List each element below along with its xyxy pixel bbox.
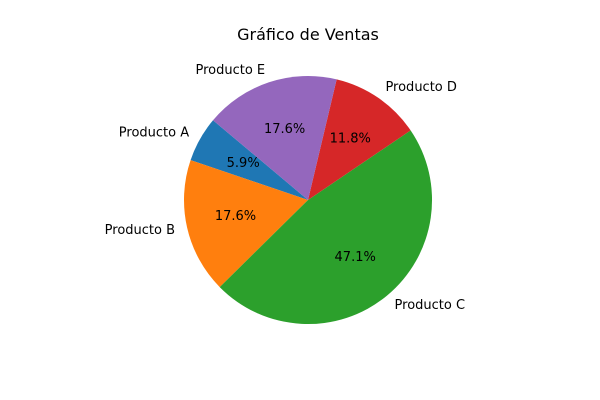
- percent-label-producto-e: 17.6%: [264, 122, 305, 137]
- chart-title: Gráfico de Ventas: [237, 25, 379, 44]
- percent-label-producto-a: 5.9%: [227, 156, 260, 171]
- slice-label-producto-b: Producto B: [105, 223, 175, 238]
- slice-label-producto-a: Producto A: [119, 126, 189, 141]
- percent-label-producto-b: 17.6%: [215, 209, 256, 224]
- slice-producto-c: [219, 130, 433, 325]
- slice-producto-a: [190, 120, 308, 200]
- pie-slices: [184, 76, 433, 325]
- slice-producto-e: [213, 76, 337, 200]
- slice-label-producto-c: Producto C: [395, 298, 466, 313]
- percent-label-producto-d: 11.8%: [330, 131, 371, 146]
- slice-producto-d: [308, 79, 411, 200]
- percent-label-producto-c: 47.1%: [335, 250, 376, 265]
- pie-labels: 5.9% Producto A 17.6% Producto B 47.1% Produc…: [105, 63, 465, 313]
- slice-label-producto-e: Producto E: [195, 63, 265, 78]
- slice-producto-b: [184, 160, 308, 288]
- slice-label-producto-d: Producto D: [385, 80, 456, 95]
